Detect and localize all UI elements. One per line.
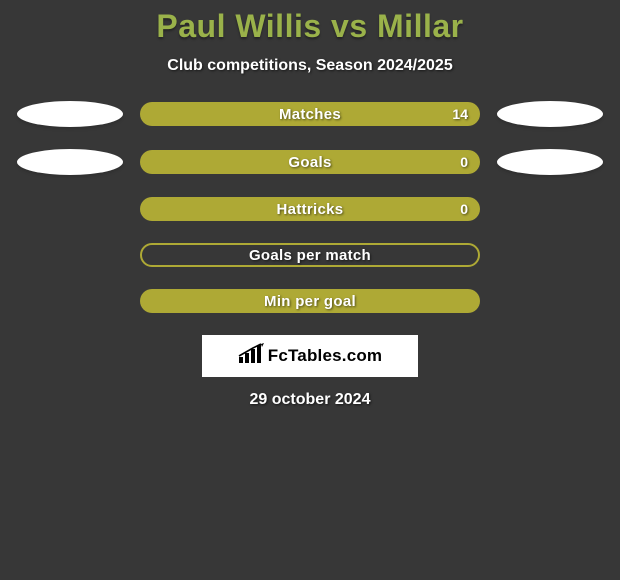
right-side [480, 101, 620, 127]
stat-label: Min per goal [264, 293, 356, 310]
brand-text: FcTables.com [268, 346, 383, 366]
stat-label: Goals [288, 154, 331, 171]
comparison-card: Paul Willis vs Millar Club competitions,… [0, 0, 620, 580]
left-side [0, 149, 140, 175]
page-subtitle: Club competitions, Season 2024/2025 [0, 57, 620, 75]
stat-label: Matches [279, 106, 341, 123]
stat-label: Goals per match [249, 247, 371, 264]
stat-pill: Hattricks 0 [140, 197, 480, 221]
player-right-marker [497, 149, 603, 175]
brand-badge: FcTables.com [202, 335, 418, 377]
stat-pill: Matches 14 [140, 102, 480, 126]
date-text: 29 october 2024 [0, 391, 620, 409]
stat-pill: Goals per match [140, 243, 480, 267]
stat-value: 14 [452, 106, 468, 122]
player-right-marker [497, 101, 603, 127]
stat-row: Matches 14 [0, 101, 620, 127]
stat-row: Goals per match [0, 243, 620, 267]
right-side [480, 149, 620, 175]
stat-row: Goals 0 [0, 149, 620, 175]
page-title: Paul Willis vs Millar [0, 8, 620, 45]
stat-value: 0 [460, 154, 468, 170]
player-left-marker [17, 101, 123, 127]
stat-row: Hattricks 0 [0, 197, 620, 221]
stat-pill: Goals 0 [140, 150, 480, 174]
stat-row: Min per goal [0, 289, 620, 313]
player-left-marker [17, 149, 123, 175]
chart-icon [238, 343, 264, 370]
stat-value: 0 [460, 201, 468, 217]
stat-pill: Min per goal [140, 289, 480, 313]
stat-label: Hattricks [277, 201, 344, 218]
left-side [0, 101, 140, 127]
stats-rows: Matches 14 Goals 0 Hattricks 0 Goals per match… [0, 101, 620, 313]
